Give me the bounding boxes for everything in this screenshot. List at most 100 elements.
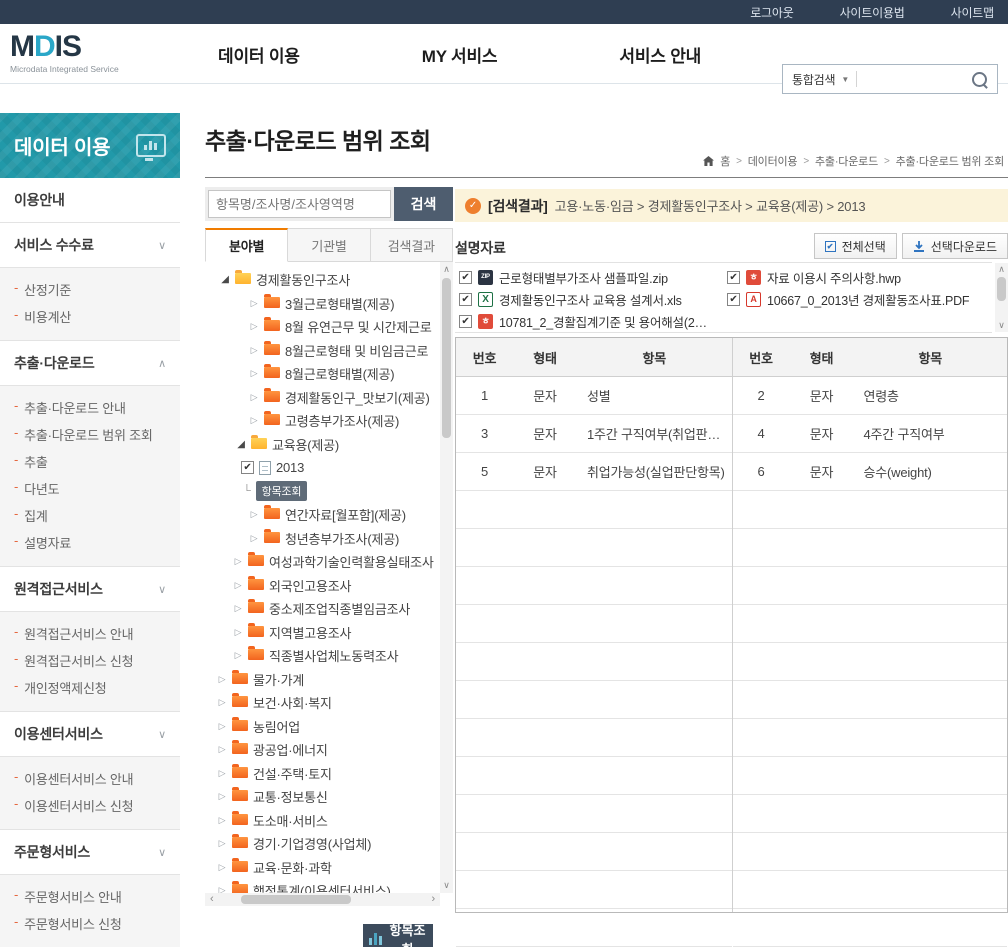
sidebar-item[interactable]: - 비용계산	[0, 303, 180, 330]
tree-node[interactable]: ▷ 3월근로형태별(제공)	[205, 292, 440, 316]
tree-node[interactable]: ▷ 8월근로형태 및 비임금근로	[205, 339, 440, 363]
tree-collapsed-icon[interactable]: ▷	[218, 673, 226, 684]
tree-collapsed-icon[interactable]: ▷	[218, 885, 226, 893]
sidebar-item[interactable]: - 원격접근서비스 안내	[0, 620, 180, 647]
nav-item[interactable]: 데이터 이용	[218, 46, 300, 66]
tree-tab[interactable]: 기관별	[288, 228, 371, 262]
tree-collapsed-icon[interactable]: ▷	[218, 767, 226, 778]
search-icon[interactable]	[972, 71, 987, 87]
file-row[interactable]: ✔ ㅎ 10781_2_경활집계기준 및 용어해설(2…	[455, 310, 723, 332]
scroll-down-icon[interactable]: ∨	[998, 320, 1005, 330]
tree-vertical-scrollbar[interactable]: ∧ ∨	[440, 262, 453, 893]
file-list-scrollbar[interactable]: ∧ ∨	[995, 263, 1008, 332]
tree-action-badge-row[interactable]: └ 항목조회	[205, 480, 440, 504]
scrollbar-thumb[interactable]	[241, 895, 351, 904]
tree-collapsed-icon[interactable]: ▷	[234, 650, 242, 661]
tree-collapsed-icon[interactable]: ▷	[250, 297, 258, 308]
tree-collapsed-icon[interactable]: ▷	[250, 321, 258, 332]
tree-node[interactable]: ▷ 물가·가계	[205, 668, 440, 692]
tree-node[interactable]: ▷ 연간자료[월포함](제공)	[205, 503, 440, 527]
tree-collapsed-icon[interactable]: ▷	[234, 579, 242, 590]
sidebar-item[interactable]: - 추출·다운로드 범위 조회	[0, 421, 180, 448]
select-all-button[interactable]: ✔ 전체선택	[813, 233, 897, 259]
sidebar-item[interactable]: - 이용센터서비스 신청	[0, 792, 180, 819]
breadcrumb-item[interactable]: 추출·다운로드	[815, 156, 878, 168]
tree-node[interactable]: ▷ 고령층부가조사(제공)	[205, 409, 440, 433]
sidebar-group-header[interactable]: 주문형서비스 ∨	[0, 830, 180, 875]
tree-expanded-icon[interactable]: ◢	[237, 438, 245, 450]
tree-node[interactable]: ◢ 경제활동인구조사	[205, 268, 440, 292]
topbar-link[interactable]: 사이트맵	[950, 5, 995, 20]
table-row[interactable]: 5 문자 취업가능성(실업판단항목)	[456, 452, 732, 491]
sidebar-group-header[interactable]: 원격접근서비스 ∨	[0, 567, 180, 612]
file-row[interactable]: ✔ X 경제활동인구조사 교육용 설계서.xls	[455, 288, 723, 310]
checkbox-checked[interactable]: ✔	[727, 292, 740, 306]
tree-collapsed-icon[interactable]: ▷	[250, 509, 258, 520]
tree-node[interactable]: ▷ 경기·기업경영(사업체)	[205, 832, 440, 856]
scrollbar-thumb[interactable]	[442, 278, 451, 438]
tree-search-button[interactable]: 검색	[394, 187, 453, 221]
tree-collapsed-icon[interactable]: ▷	[218, 838, 226, 849]
sidebar-item[interactable]: - 집계	[0, 502, 180, 529]
topbar-link[interactable]: 사이트이용법	[839, 5, 905, 20]
checkbox-checked[interactable]: ✔	[459, 314, 472, 328]
table-row[interactable]: 4 문자 4주간 구직여부	[732, 414, 1007, 453]
tree-node[interactable]: ▷ 농림어업	[205, 715, 440, 739]
logo[interactable]: MDIS Microdata Integrated Service	[10, 32, 119, 75]
item-query-button[interactable]: 항목조회	[363, 923, 433, 947]
sidebar-group-header[interactable]: 이용안내	[0, 178, 180, 223]
file-row[interactable]: ✔ A 10667_0_2013년 경제활동조사표.PDF	[723, 288, 991, 310]
table-row[interactable]: 2 문자 연령층	[732, 376, 1007, 415]
tree-horizontal-scrollbar[interactable]: ‹ ›	[205, 893, 440, 906]
sidebar-group-header[interactable]: 이용센터서비스 ∨	[0, 712, 180, 757]
tree-node[interactable]: ▷ 교통·정보통신	[205, 785, 440, 809]
tree-tab[interactable]: 분야별	[205, 228, 289, 262]
tree-node[interactable]: ▷ 광공업·에너지	[205, 738, 440, 762]
tree-collapsed-icon[interactable]: ▷	[250, 368, 258, 379]
tree-collapsed-icon[interactable]: ▷	[218, 814, 226, 825]
sidebar-item[interactable]: - 원격접근서비스 신청	[0, 647, 180, 674]
download-selected-button[interactable]: 선택다운로드	[901, 233, 1008, 259]
tree-node[interactable]: ▷ 경제활동인구_맛보기(제공)	[205, 386, 440, 410]
sidebar-item[interactable]: - 다년도	[0, 475, 180, 502]
tree-node[interactable]: ▷ 중소제조업직종별임금조사	[205, 597, 440, 621]
table-row[interactable]: 3 문자 1주간 구직여부(취업판…	[456, 414, 732, 453]
checkbox-checked[interactable]: ✔	[459, 270, 472, 284]
tree-search-input[interactable]	[208, 190, 391, 218]
breadcrumb-item[interactable]: 홈	[720, 156, 731, 168]
scrollbar-thumb[interactable]	[997, 277, 1006, 301]
sidebar-item[interactable]: - 주문형서비스 신청	[0, 910, 180, 937]
tree-collapsed-icon[interactable]: ▷	[250, 344, 258, 355]
sidebar-item[interactable]: - 설명자료	[0, 529, 180, 556]
breadcrumb-item[interactable]: 추출·다운로드 범위 조회	[895, 156, 1005, 168]
breadcrumb-item[interactable]: 데이터이용	[747, 156, 798, 168]
global-search-input[interactable]	[857, 67, 972, 91]
topbar-link[interactable]: 로그아웃	[750, 5, 794, 20]
nav-item[interactable]: 서비스 안내	[619, 46, 702, 66]
tree-tab[interactable]: 검색결과	[370, 228, 453, 262]
tree-node[interactable]: ▷ 여성과학기술인력활용실태조사	[205, 550, 440, 574]
table-row[interactable]: 1 문자 성별	[456, 376, 732, 415]
item-query-badge[interactable]: 항목조회	[255, 481, 308, 502]
tree-node[interactable]: ▷ 보건·사회·복지	[205, 691, 440, 715]
tree-expanded-icon[interactable]: ◢	[221, 274, 229, 286]
tree-node[interactable]: ▷ 교육·문화·과학	[205, 856, 440, 880]
sidebar-group-header[interactable]: 추출·다운로드 ∧	[0, 341, 180, 386]
scroll-down-icon[interactable]: ∨	[443, 880, 450, 890]
tree-node[interactable]: ✔ 2013	[205, 456, 440, 480]
tree-collapsed-icon[interactable]: ▷	[250, 532, 258, 543]
scroll-up-icon[interactable]: ∧	[998, 264, 1005, 274]
tree-node[interactable]: ▷ 직종별사업체노동력조사	[205, 644, 440, 668]
tree-collapsed-icon[interactable]: ▷	[250, 415, 258, 426]
file-row[interactable]: ✔ ZIP 근로형태별부가조사 샘플파일.zip	[455, 266, 723, 288]
sidebar-item[interactable]: - 이용센터서비스 안내	[0, 765, 180, 792]
file-row[interactable]: ✔ ㅎ 자료 이용시 주의사항.hwp	[723, 266, 991, 288]
tree-node[interactable]: ▷ 도소매·서비스	[205, 809, 440, 833]
tree-collapsed-icon[interactable]: ▷	[218, 744, 226, 755]
scroll-up-icon[interactable]: ∧	[443, 264, 450, 274]
tree-node[interactable]: ▷ 8월근로형태별(제공)	[205, 362, 440, 386]
checkbox-checked[interactable]: ✔	[241, 461, 254, 475]
scroll-left-icon[interactable]: ‹	[210, 893, 214, 905]
checkbox-checked[interactable]: ✔	[727, 270, 740, 284]
tree-node[interactable]: ▷ 지역별고용조사	[205, 621, 440, 645]
